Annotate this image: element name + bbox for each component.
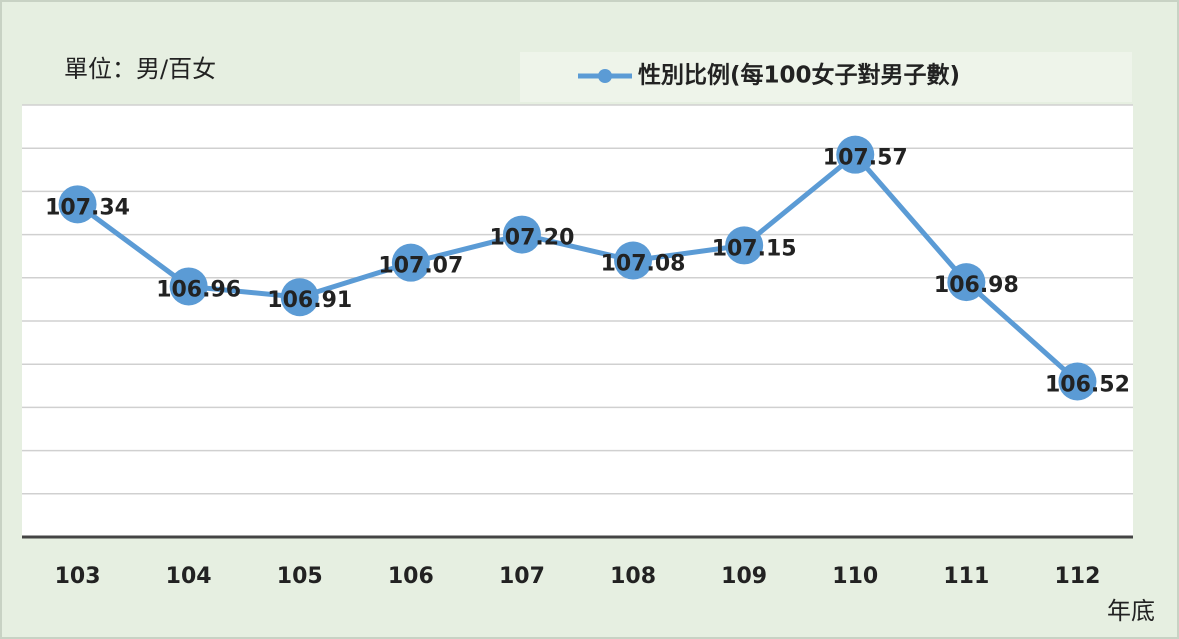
point bbox=[1058, 362, 1097, 401]
data-label: 106.98 bbox=[934, 273, 1019, 298]
unit-label: 單位：男/百女 bbox=[64, 55, 216, 83]
x-tick-label: 106 bbox=[388, 564, 434, 589]
data-label: 107.15 bbox=[712, 236, 797, 261]
x-tick-label: 105 bbox=[277, 564, 323, 589]
point bbox=[836, 135, 875, 174]
x-tick-label: 112 bbox=[1054, 564, 1100, 589]
data-label: 106.91 bbox=[267, 288, 352, 313]
data-label: 107.07 bbox=[378, 254, 463, 279]
data-label: 106.96 bbox=[156, 277, 241, 302]
data-label: 107.08 bbox=[601, 252, 686, 277]
legend-label: 性別比例(每100女子對男子數) bbox=[638, 62, 960, 89]
point bbox=[502, 215, 541, 254]
point bbox=[947, 263, 986, 302]
x-tick-label: 109 bbox=[721, 564, 767, 589]
x-tick-label: 108 bbox=[610, 564, 656, 589]
point bbox=[391, 243, 430, 282]
x-tick-label: 104 bbox=[166, 564, 212, 589]
x-tick-label: 111 bbox=[943, 564, 989, 589]
point bbox=[725, 226, 764, 265]
data-label: 106.52 bbox=[1045, 372, 1130, 397]
point bbox=[58, 185, 97, 224]
data-label: 107.34 bbox=[45, 195, 130, 220]
x-tick-label: 110 bbox=[832, 564, 878, 589]
data-label: 107.20 bbox=[489, 226, 574, 251]
point bbox=[280, 278, 319, 317]
point bbox=[169, 267, 208, 306]
x-tick-label: 107 bbox=[499, 564, 545, 589]
data-label: 107.57 bbox=[823, 146, 908, 171]
point bbox=[614, 241, 653, 280]
x-axis-title: 年底 bbox=[1107, 597, 1155, 625]
series-line bbox=[76, 151, 1080, 384]
legend-marker bbox=[598, 69, 612, 83]
x-tick-label: 103 bbox=[55, 564, 101, 589]
